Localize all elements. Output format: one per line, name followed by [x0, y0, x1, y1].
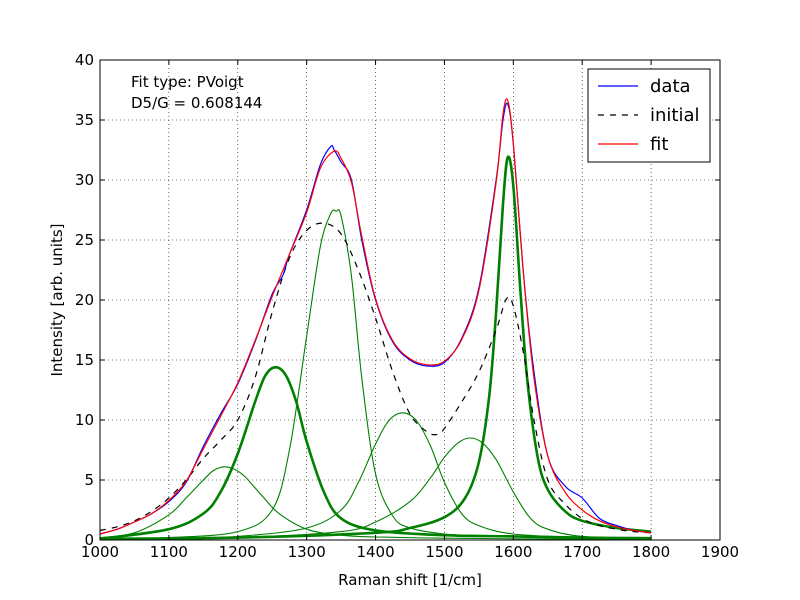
- x-tick-label: 1800: [632, 543, 670, 561]
- legend-label-initial: initial: [650, 105, 700, 126]
- x-tick-label: 1900: [701, 543, 739, 561]
- plot-lines: [99, 98, 652, 541]
- y-tick-label: 15: [75, 351, 94, 369]
- component-peak-1: [99, 466, 652, 540]
- y-tick-label: 10: [75, 411, 94, 429]
- y-tick-label: 25: [75, 231, 94, 249]
- legend-label-fit: fit: [650, 134, 668, 155]
- x-tick-label: 1500: [425, 543, 463, 561]
- component-peak-5: [99, 437, 652, 540]
- component-peak-4: [99, 412, 652, 540]
- y-tick-label: 40: [75, 51, 94, 69]
- x-tick-label: 1000: [81, 543, 119, 561]
- legend: data initial fit: [587, 68, 711, 163]
- annotation-d5g-ratio: D5/G = 0.608144: [131, 94, 262, 112]
- y-axis-label: Intensity [arb. units]: [48, 223, 66, 376]
- x-tick-label: 1400: [356, 543, 394, 561]
- component-peak-6: [99, 155, 652, 541]
- tick-labels: 1000 1100 1200 1300 1400 1500 1600 1700 1800 1900…: [75, 51, 739, 561]
- y-tick-label: 20: [75, 291, 94, 309]
- x-axis-label: Raman shift [1/cm]: [338, 571, 482, 589]
- y-tick-label: 35: [75, 111, 94, 129]
- y-tick-label: 0: [84, 531, 94, 549]
- series-line-initial: [99, 222, 652, 534]
- series-line-fit: [99, 98, 652, 535]
- legend-label-data: data: [650, 76, 691, 97]
- component-peak-3: [99, 209, 652, 540]
- x-tick-label: 1700: [563, 543, 601, 561]
- y-tick-label: 5: [84, 471, 94, 489]
- legend-box: [587, 68, 711, 163]
- x-tick-label: 1300: [288, 543, 326, 561]
- x-tick-label: 1600: [494, 543, 532, 561]
- y-tick-label: 30: [75, 171, 94, 189]
- x-tick-label: 1100: [150, 543, 188, 561]
- x-tick-label: 1200: [219, 543, 257, 561]
- annotation-fit-type: Fit type: PVoigt: [131, 73, 244, 91]
- ticks: [99, 59, 721, 541]
